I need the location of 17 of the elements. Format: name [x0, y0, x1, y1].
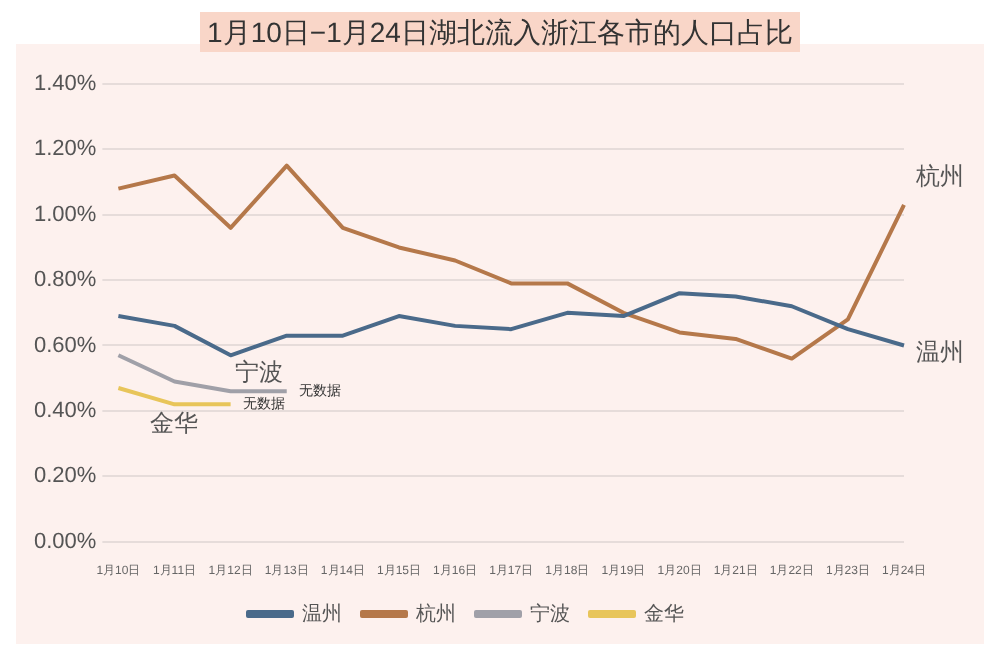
y-tick-label: 0.60% — [33, 333, 97, 358]
y-tick-label: 1.20% — [33, 137, 97, 162]
legend-label: 温州 — [302, 601, 342, 626]
y-tick-label: 0.80% — [33, 268, 97, 293]
chart-title: 1月10日−1月24日湖北流入浙江各市的人口占比 — [199, 12, 801, 52]
text: 杭州 — [916, 161, 964, 190]
y-tick-label: 0.00% — [33, 529, 97, 554]
y-tick-label: 0.40% — [33, 398, 97, 423]
legend-label: 宁波 — [530, 601, 570, 626]
legend-label: 杭州 — [414, 601, 456, 626]
text: 温州 — [916, 338, 964, 367]
legend-label: 金华 — [644, 601, 684, 626]
y-tick-label: 1.00% — [33, 202, 97, 227]
text: 宁波 — [234, 357, 283, 386]
text: 金华 — [150, 408, 199, 437]
y-tick-label: 1.40% — [33, 72, 97, 97]
y-tick-label: 0.20% — [33, 464, 97, 489]
